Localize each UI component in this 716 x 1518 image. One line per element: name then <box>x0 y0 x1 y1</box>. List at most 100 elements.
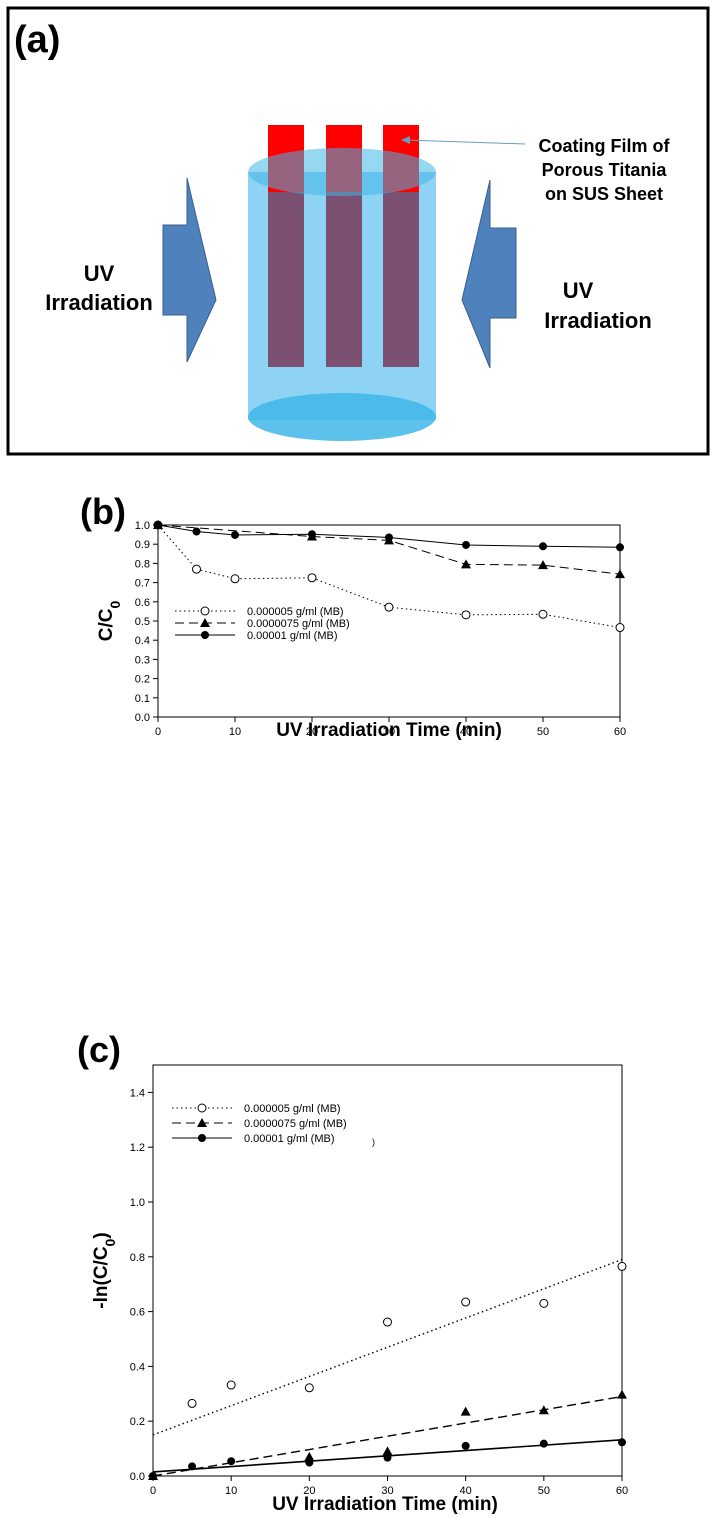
data-point-filled-circle <box>616 543 624 552</box>
x-tick-label: 10 <box>225 1485 237 1497</box>
callout-line-1: Coating Film of <box>539 136 671 156</box>
data-point-filled-circle <box>462 540 470 549</box>
data-point-filled-circle <box>383 1453 392 1462</box>
y-tick-label: 0.6 <box>135 597 150 609</box>
x-tick-label: 60 <box>614 726 626 738</box>
data-point-open-circle <box>384 602 394 612</box>
y-tick-label: 0.8 <box>130 1252 145 1264</box>
y-axis-label-subscript: 0 <box>102 1238 118 1246</box>
panel-a-diagram: (a) Coating Film of Porous Titania on SU… <box>6 6 710 456</box>
y-tick-label: 0.4 <box>130 1361 145 1373</box>
x-tick-label: 0 <box>155 726 161 738</box>
data-point-filled-circle <box>539 542 547 551</box>
legend-entry: 0.0000075 g/ml (MB) <box>247 618 350 630</box>
x-tick-label: 20 <box>306 726 318 738</box>
y-tick-label: 0.6 <box>130 1307 145 1319</box>
y-axis-label: -ln(C/C0) <box>91 1232 118 1308</box>
data-point-open-circle <box>615 623 625 633</box>
titania-sheet <box>268 192 304 367</box>
panel-c-label: (c) <box>77 1029 121 1070</box>
left-uv-arrow-icon <box>162 177 217 363</box>
data-point-triangle <box>382 1446 393 1456</box>
callout-line-2: Porous Titania <box>542 160 668 180</box>
data-point-triangle <box>460 1406 471 1416</box>
callout-line-3: on SUS Sheet <box>545 184 663 204</box>
data-point-filled-circle <box>149 1472 157 1480</box>
y-tick-label: 1.4 <box>130 1087 145 1099</box>
x-tick-label: 50 <box>537 726 549 738</box>
y-tick-label: 0.0 <box>135 712 150 724</box>
y-tick-label: 0.9 <box>135 539 150 551</box>
right-arrow-label-1: UV <box>563 278 594 303</box>
x-tick-label: 0 <box>150 1485 156 1497</box>
chart-c: (c) UV Irradiation Time (min) 0 10 20 30 40 5… <box>77 1029 628 1515</box>
panel-a-label: (a) <box>14 19 60 61</box>
data-point-filled-circle <box>192 527 201 536</box>
y-tick-label: 0.8 <box>135 558 150 570</box>
callout-arrowhead <box>401 136 410 144</box>
callout-line <box>404 139 526 145</box>
x-tick-label: 40 <box>460 726 472 738</box>
chart-c-xlabel: UV Irradiation Time (min) <box>272 1494 498 1515</box>
left-arrow-label-2: Irradiation <box>45 290 153 315</box>
data-point-open-circle <box>200 606 210 616</box>
data-point-open-circle <box>304 1383 314 1393</box>
titania-sheet <box>326 192 362 367</box>
panel-b: (b) UV Irradiation Time (min) 0 10 20 30 40 5… <box>0 480 716 750</box>
y-tick-label: 0.0 <box>130 1471 145 1483</box>
y-axis-label: C/C0 <box>96 601 123 642</box>
x-tick-label: 50 <box>538 1485 550 1497</box>
x-tick-label: 20 <box>303 1485 315 1497</box>
data-point-open-circle <box>538 609 548 619</box>
data-point-filled-circle <box>201 631 209 639</box>
data-point-open-circle <box>226 1380 236 1390</box>
panel-a: (a) Coating Film of Porous Titania on SU… <box>0 0 716 458</box>
data-point-open-circle <box>539 1298 549 1308</box>
y-tick-label: 0.2 <box>130 1416 145 1428</box>
chart-b: (b) UV Irradiation Time (min) 0 10 20 30 40 5… <box>80 491 626 741</box>
data-point-open-circle <box>461 1297 471 1307</box>
cylinder-bottom <box>248 393 436 441</box>
legend-entry: 0.000005 g/ml (MB) <box>247 606 344 618</box>
fit-line <box>152 1258 623 1436</box>
left-arrow-label-1: UV <box>84 261 115 286</box>
data-point-filled-circle <box>305 1458 314 1467</box>
data-point-filled-circle <box>154 521 162 529</box>
plot-frame <box>157 524 621 718</box>
x-tick-label: 10 <box>229 726 241 738</box>
legend-entry: 0.0000075 g/ml (MB) <box>244 1118 347 1130</box>
y-tick-label: 0.2 <box>135 674 150 686</box>
data-point-filled-circle <box>227 1457 236 1466</box>
data-point-filled-circle <box>231 530 239 539</box>
cylinder-top <box>248 148 436 196</box>
x-tick-label: 40 <box>460 1485 472 1497</box>
data-point-open-circle <box>197 1103 207 1113</box>
data-point-open-circle <box>230 574 240 584</box>
y-tick-label: 1.0 <box>130 1197 145 1209</box>
x-tick-label: 30 <box>381 1485 393 1497</box>
data-point-triangle <box>538 1405 549 1415</box>
data-point-filled-circle <box>188 1462 197 1471</box>
data-point-open-circle <box>617 1261 627 1271</box>
series-line <box>157 524 621 575</box>
y-tick-label: 0.1 <box>135 693 150 705</box>
data-point-filled-circle <box>618 1438 626 1447</box>
fit-line <box>152 1395 623 1477</box>
chart-b-xlabel: UV Irradiation Time (min) <box>276 720 502 741</box>
data-point-triangle <box>197 1118 207 1127</box>
data-point-triangle <box>461 559 471 569</box>
data-point-triangle <box>615 569 625 579</box>
data-point-filled-circle <box>198 1134 206 1142</box>
data-point-open-circle <box>383 1317 392 1327</box>
y-axis-label-end: ) <box>91 1232 112 1238</box>
y-axis-label-subscript: 0 <box>107 601 123 609</box>
data-point-open-circle <box>307 573 317 583</box>
y-tick-label: 0.3 <box>135 654 150 666</box>
series-line <box>157 524 621 548</box>
series-line <box>157 524 621 629</box>
data-point-triangle <box>200 618 210 627</box>
data-point-open-circle <box>187 1398 197 1408</box>
y-tick-label: 1.0 <box>135 520 150 532</box>
legend-entry: 0.000005 g/ml (MB) <box>244 1103 341 1115</box>
legend-entry: 0.00001 g/ml (MB) <box>244 1133 334 1145</box>
